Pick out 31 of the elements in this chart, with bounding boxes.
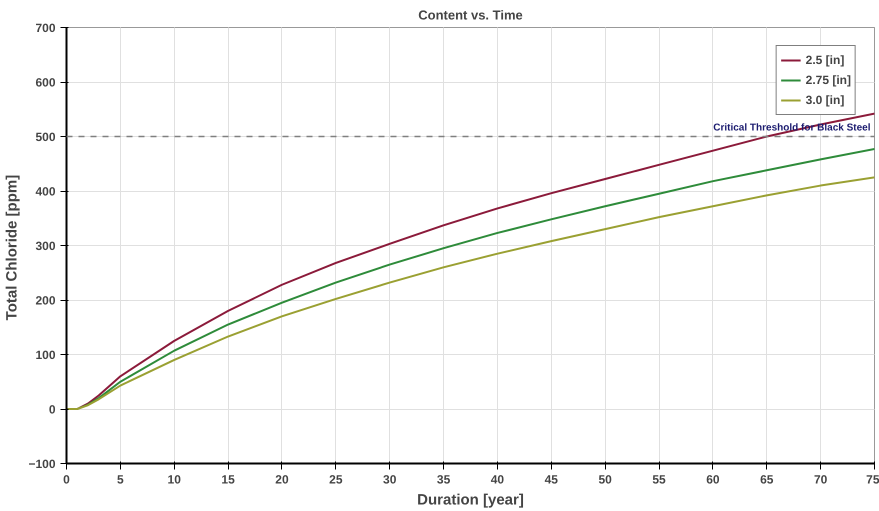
y-tick-label: 0 — [48, 402, 56, 416]
x-tick-label: 25 — [329, 472, 343, 486]
legend-label: 2.75 [in] — [806, 73, 851, 87]
y-tick-label: 100 — [35, 348, 56, 362]
x-axis-title: Duration [year] — [417, 492, 524, 508]
x-tick-label: 50 — [598, 472, 612, 486]
y-tick-label: 600 — [35, 76, 56, 90]
x-tick-label: 30 — [383, 472, 397, 486]
y-tick-label: 200 — [35, 294, 56, 308]
legend-label: 2.5 [in] — [806, 53, 844, 67]
y-tick-label: −100 — [28, 457, 56, 471]
x-tick-label: 60 — [706, 472, 720, 486]
x-tick-label: 70 — [814, 472, 828, 486]
x-tick-label: 15 — [221, 472, 236, 486]
legend-label: 3.0 [in] — [806, 93, 844, 107]
y-tick-label: 700 — [35, 21, 56, 35]
x-tick-label: 20 — [275, 472, 289, 486]
y-tick-label: 500 — [35, 130, 56, 144]
x-tick-label: 75 — [866, 472, 879, 486]
x-tick-label: 65 — [760, 472, 774, 486]
x-tick-label: 35 — [436, 472, 451, 486]
x-tick-label: 10 — [168, 472, 182, 486]
x-tick-label: 45 — [544, 472, 558, 486]
y-tick-label: 300 — [35, 239, 56, 253]
x-tick-label: 55 — [652, 472, 666, 486]
y-tick-label: 400 — [35, 184, 56, 198]
x-tick-label: 40 — [490, 472, 504, 486]
x-tick-label: 0 — [63, 472, 70, 486]
x-tick-label: 5 — [117, 472, 124, 486]
y-axis-title: Total Chloride [ppm] — [3, 174, 20, 320]
chart-title: Content vs. Time — [418, 8, 523, 22]
